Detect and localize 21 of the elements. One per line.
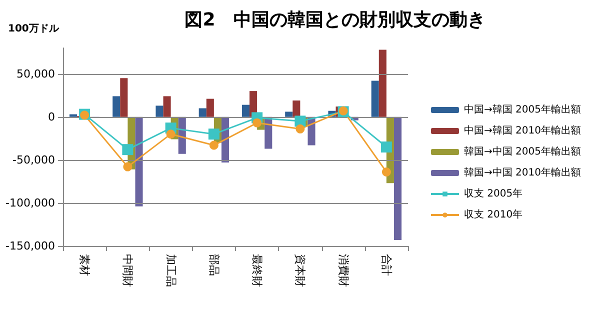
x-tick-label: 資本財 bbox=[294, 254, 307, 287]
y-tick-label: 0 bbox=[48, 110, 55, 124]
legend-label: 中国→韓国 2005年輸出額 bbox=[464, 104, 582, 116]
y-tick-label: -100,000 bbox=[6, 196, 55, 210]
y-tick-label: 50,000 bbox=[16, 67, 55, 80]
legend-label: 収支 2005年 bbox=[464, 188, 523, 200]
legend-label: 韓国→中国 2010年輸出額 bbox=[464, 166, 582, 178]
x-tick-label: 加工品 bbox=[164, 254, 178, 287]
x-tick-label: 素材 bbox=[78, 254, 92, 276]
y-axis-title: 100万ドル bbox=[8, 24, 60, 34]
legend-label: 韓国→中国 2005年輸出額 bbox=[464, 146, 582, 158]
legend-label: 収支 2010年 bbox=[464, 208, 523, 220]
x-tick-label: 合計 bbox=[380, 254, 393, 276]
legend-label: 中国→韓国 2010年輸出額 bbox=[464, 124, 582, 136]
x-tick-label: 最終財 bbox=[250, 254, 264, 287]
x-tick-label: 部品 bbox=[207, 254, 220, 276]
chart-title: 図2 中国の韓国との財別収支の動き bbox=[184, 10, 486, 30]
x-tick-label: 消費財 bbox=[336, 254, 350, 287]
x-tick-label: 中間財 bbox=[121, 254, 134, 287]
y-tick-label: -150,000 bbox=[6, 240, 55, 252]
y-tick-label: -50,000 bbox=[12, 153, 55, 166]
